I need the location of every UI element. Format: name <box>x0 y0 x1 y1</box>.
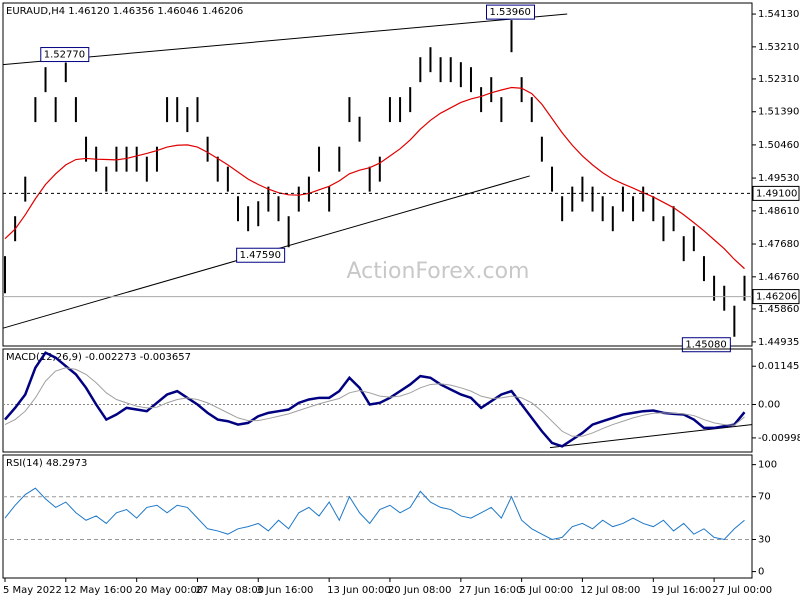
y-tick-label: 1.51390 <box>758 107 799 118</box>
y-tick-label: 1.46760 <box>758 272 799 283</box>
annotation-box <box>236 247 286 263</box>
panel-frame <box>2 2 753 347</box>
annotation-label: 1.47590 <box>240 250 281 261</box>
indicator-line <box>4 351 746 448</box>
indicator-line <box>4 487 745 541</box>
x-tick-label: 20 Jun 08:00 <box>388 585 452 596</box>
x-tick-label: 5 Jul 00:00 <box>520 585 574 596</box>
y-tick-label: 1.49530 <box>758 173 799 184</box>
moving-average <box>4 86 745 270</box>
y-tick-label: 1.53210 <box>758 42 799 53</box>
watermark: ActionForex.com <box>347 259 530 284</box>
x-tick-label: 3 Jun 16:00 <box>256 585 313 596</box>
annotation-label: 1.45080 <box>685 340 726 351</box>
indicator-line <box>4 367 745 437</box>
x-tick-label: 5 May 2022 <box>3 585 62 596</box>
x-tick-label: 20 May 00:00 <box>135 585 204 596</box>
panel-title: RSI(14) 48.2973 <box>6 458 87 469</box>
panel-frame <box>2 348 753 453</box>
price-level-label: 1.49100 <box>756 188 797 199</box>
y-tick-label: 100 <box>758 460 777 471</box>
y-tick-label: 70 <box>758 492 771 503</box>
annotation-label: 1.52770 <box>44 50 85 61</box>
x-tick-label: 12 May 16:00 <box>64 585 133 596</box>
panel-frame <box>2 454 753 579</box>
x-tick-label: 27 May 08:00 <box>195 585 264 596</box>
y-tick-label: -0.009985 <box>758 433 800 444</box>
x-tick-label: 27 Jun 16:00 <box>459 585 523 596</box>
x-tick-label: 13 Jun 00:00 <box>327 585 391 596</box>
price-level-box <box>752 289 800 305</box>
y-tick-label: 30 <box>758 534 771 545</box>
panel-title: EURAUD,H4 1.46120 1.46356 1.46046 1.4620… <box>6 6 243 17</box>
x-tick-label: 27 Jul 00:00 <box>712 585 772 596</box>
trendline <box>2 13 568 66</box>
annotation-box <box>40 47 90 63</box>
annotation-box <box>681 337 731 353</box>
y-tick-label: 1.50460 <box>758 140 799 151</box>
y-tick-label: 1.52310 <box>758 74 799 85</box>
price-level-box <box>752 185 800 201</box>
y-tick-label: 0.01145 <box>758 361 799 372</box>
panel-title: MACD(12,26,9) -0.002273 -0.003657 <box>6 352 191 363</box>
annotation-label: 1.53960 <box>490 7 531 18</box>
y-tick-label: 1.44935 <box>758 337 799 348</box>
y-tick-label: 1.47680 <box>758 239 799 250</box>
x-tick-label: 12 Jul 08:00 <box>580 585 640 596</box>
price-level-label: 1.46206 <box>756 292 797 303</box>
y-tick-label: 1.54130 <box>758 9 799 20</box>
x-tick-label: 19 Jul 16:00 <box>651 585 711 596</box>
y-tick-label: 0 <box>758 567 764 578</box>
y-tick-label: 1.45860 <box>758 304 799 315</box>
y-tick-label: 0.00 <box>758 400 780 411</box>
y-tick-label: 1.48610 <box>758 206 799 217</box>
annotation-box <box>486 4 535 20</box>
